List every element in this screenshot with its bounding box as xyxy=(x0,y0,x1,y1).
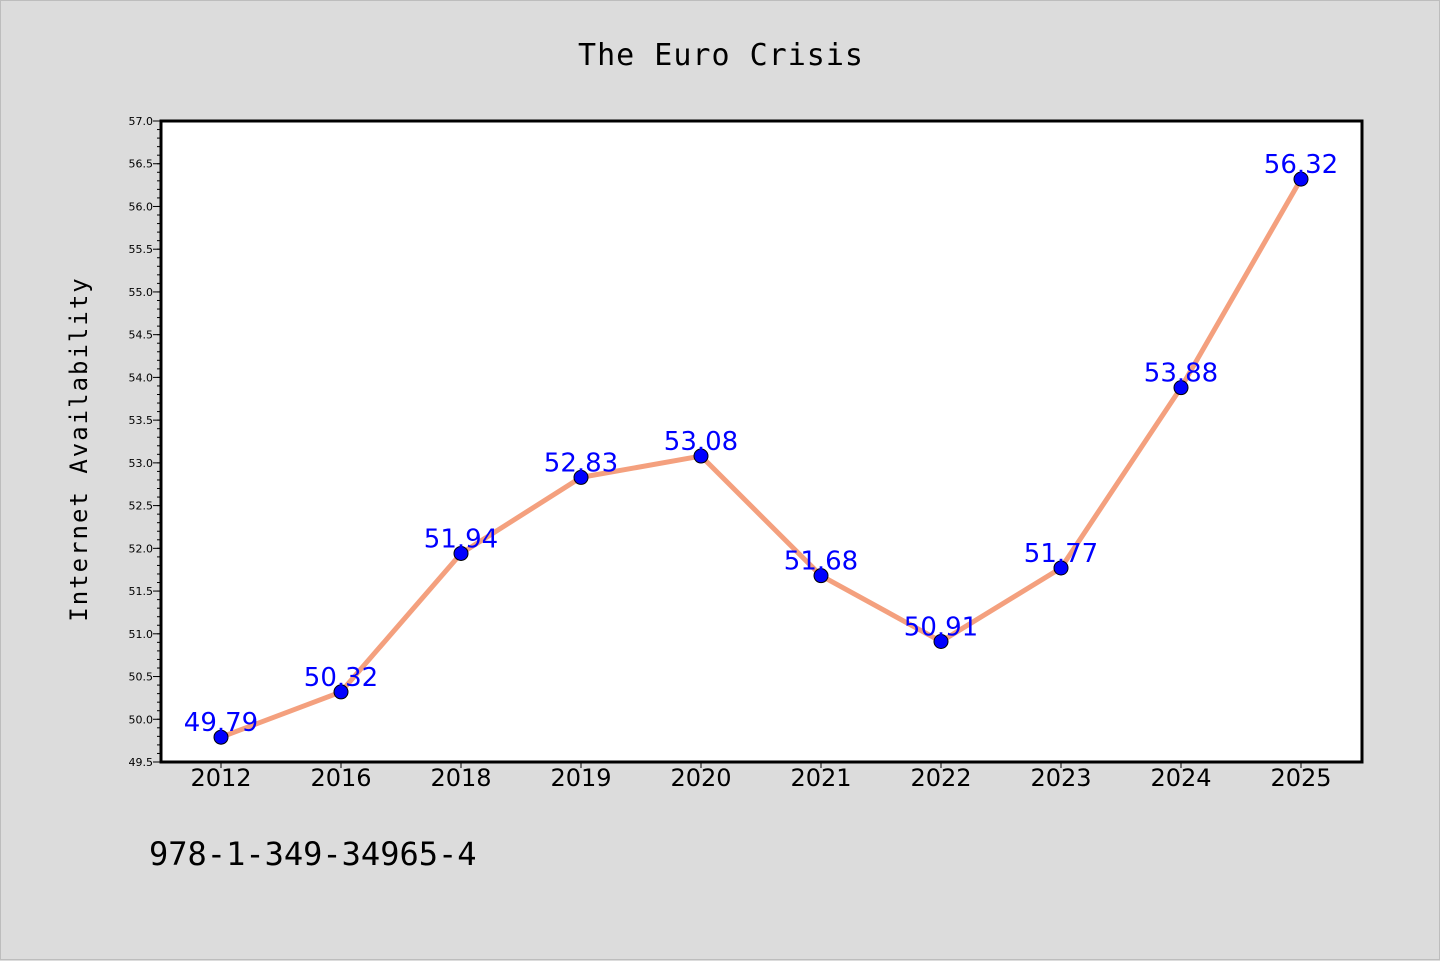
y-tick-label: 55.5 xyxy=(129,243,154,256)
data-point xyxy=(813,568,829,584)
y-tick-label: 49.5 xyxy=(129,756,154,769)
data-point xyxy=(573,469,589,485)
y-tick-label: 50.5 xyxy=(129,671,154,684)
data-label: 51.68 xyxy=(784,547,858,577)
data-label: 52.83 xyxy=(544,448,618,478)
data-label: 51.94 xyxy=(424,524,498,554)
isbn-text: 978-1-349-34965-4 xyxy=(149,835,477,873)
x-tick-label: 2023 xyxy=(1030,764,1091,792)
y-tick-label: 56.0 xyxy=(129,200,154,213)
data-label: 56.32 xyxy=(1264,150,1338,180)
y-tick-label: 55.0 xyxy=(129,286,154,299)
data-label: 53.08 xyxy=(664,427,738,457)
y-tick-label: 52.0 xyxy=(129,542,154,555)
plot-area xyxy=(159,119,1364,764)
y-tick-label: 54.0 xyxy=(129,371,154,384)
data-point xyxy=(453,545,469,561)
data-point xyxy=(693,448,709,464)
x-axis-ticks: 2012 2016 2018 2019 2020 2021 2022 2023 2024 2025 xyxy=(190,762,1332,792)
x-tick-label: 2019 xyxy=(550,764,611,792)
data-labels: 49.79 50.32 51.94 52.83 53.08 51.68 50.91 51.77… xyxy=(184,150,1338,738)
data-point xyxy=(1173,380,1189,396)
y-axis-label: Internet Availability xyxy=(65,276,93,621)
x-tick-label: 2022 xyxy=(910,764,971,792)
data-point xyxy=(933,633,949,649)
x-tick-label: 2012 xyxy=(190,764,251,792)
data-label: 51.77 xyxy=(1024,539,1098,569)
series-layer xyxy=(213,171,1309,745)
y-tick-label: 50.0 xyxy=(129,713,154,726)
x-tick-label: 2025 xyxy=(1270,764,1331,792)
y-tick-label: 52.5 xyxy=(129,500,154,513)
series-line xyxy=(218,176,1304,740)
data-point xyxy=(1053,560,1069,576)
data-label: 49.79 xyxy=(184,708,258,738)
x-tick-label: 2016 xyxy=(310,764,371,792)
data-label: 53.88 xyxy=(1144,359,1218,389)
y-tick-label: 56.5 xyxy=(129,158,154,171)
data-point xyxy=(333,684,349,700)
y-tick-label: 51.0 xyxy=(129,628,154,641)
y-tick-label: 57.0 xyxy=(129,115,154,128)
data-point xyxy=(213,729,229,745)
chart-title: The Euro Crisis xyxy=(578,38,864,73)
y-tick-label: 54.5 xyxy=(129,329,154,342)
x-tick-label: 2024 xyxy=(1150,764,1211,792)
y-tick-label: 51.5 xyxy=(129,585,154,598)
y-tick-label: 53.0 xyxy=(129,457,154,470)
y-tick-label: 53.5 xyxy=(129,414,154,427)
x-tick-label: 2021 xyxy=(790,764,851,792)
y-axis-ticks: 49.5 50.0 50.5 51.0 51.5 52.0 52.5 53.0 53.5 54.0… xyxy=(129,115,161,769)
data-label: 50.91 xyxy=(904,612,978,642)
x-tick-label: 2020 xyxy=(670,764,731,792)
data-point xyxy=(1293,171,1309,187)
data-label: 50.32 xyxy=(304,663,378,693)
x-tick-label: 2018 xyxy=(430,764,491,792)
